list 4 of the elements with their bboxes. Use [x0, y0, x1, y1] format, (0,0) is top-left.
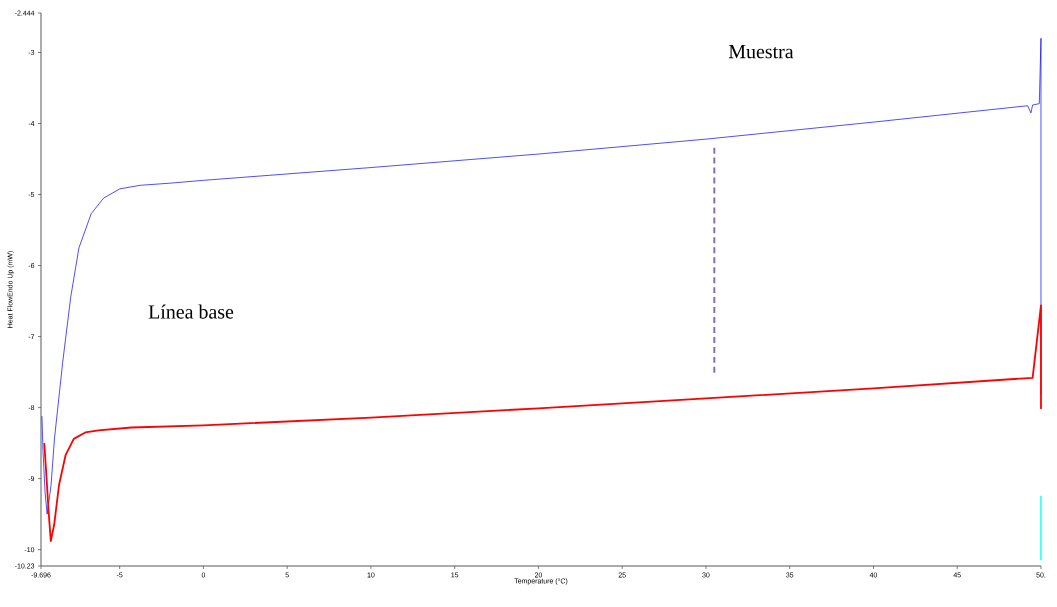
annotation: Línea base [148, 304, 234, 319]
line-series [41, 37, 1042, 515]
annotation: Muestra [728, 45, 794, 59]
line-series [43, 304, 1042, 543]
